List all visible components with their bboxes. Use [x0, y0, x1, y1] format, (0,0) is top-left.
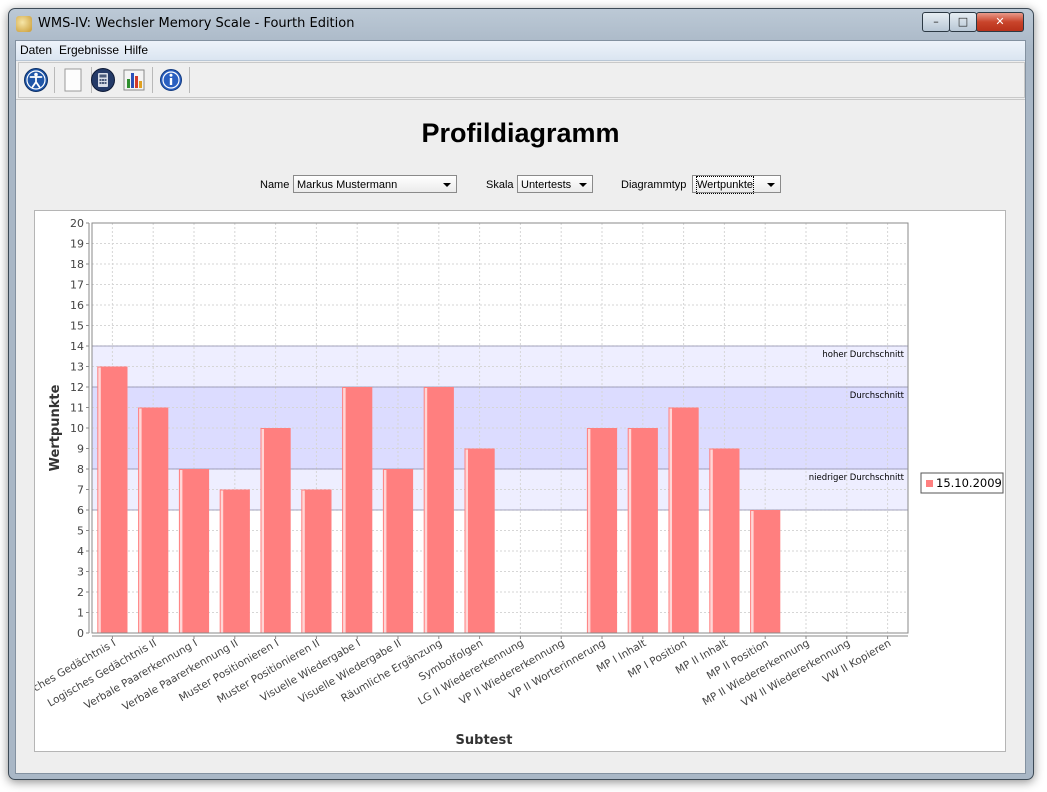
bar-highlight	[710, 449, 713, 633]
y-tick-label: 5	[77, 525, 84, 538]
profile-chart: hoher Durchschnitt Durchschnitt niedriger …	[7, 217, 1004, 748]
x-axis-title: Subtest	[456, 733, 513, 748]
band-label: niedriger Durchschnitt	[809, 473, 905, 483]
y-tick-label: 13	[70, 361, 84, 374]
bar	[627, 428, 658, 633]
legend-entry: 15.10.2009	[936, 476, 1002, 490]
chevron-down-icon	[767, 183, 775, 187]
y-tick-label: 12	[70, 381, 84, 394]
y-tick-label: 15	[70, 320, 84, 333]
bar	[668, 407, 699, 633]
menu-ergebnisse[interactable]: Ergebnisse	[59, 43, 120, 57]
bar	[219, 489, 250, 633]
name-label: Name	[260, 179, 290, 191]
bar-highlight	[669, 408, 673, 633]
toolbar-separator	[189, 67, 190, 93]
bar	[260, 428, 291, 633]
bar	[301, 489, 332, 633]
bar-highlight	[139, 408, 142, 633]
scale-value: Untertests	[521, 179, 572, 191]
chevron-down-icon	[579, 183, 587, 187]
name-value: Markus Mustermann	[297, 179, 398, 191]
y-axis-title: Wertpunkte	[48, 384, 63, 471]
bar	[138, 407, 169, 633]
chart-panel: hoher Durchschnitt Durchschnitt niedriger …	[7, 210, 1006, 752]
bar	[464, 448, 495, 633]
bar	[382, 469, 414, 633]
bar-highlight	[465, 449, 469, 633]
y-tick-label: 7	[77, 484, 84, 497]
chart-type-value: Wertpunkte	[696, 176, 755, 194]
band-label: Durchschnitt	[850, 391, 905, 401]
blank-page-icon[interactable]	[60, 67, 86, 93]
profile-panel: Profildiagramm Name Markus Mustermann Sk…	[7, 99, 1025, 774]
bar	[709, 448, 740, 633]
bar-highlight	[220, 490, 224, 633]
plot-border	[91, 222, 909, 634]
bar-highlight	[383, 470, 387, 633]
y-tick-label: 18	[70, 258, 84, 271]
y-tick-label: 0	[77, 627, 84, 640]
chevron-down-icon	[443, 183, 451, 187]
y-tick-label: 1	[77, 607, 84, 620]
bar-highlight	[98, 367, 101, 633]
app-icon[interactable]	[16, 16, 32, 32]
y-tick-label: 6	[77, 504, 84, 517]
page-title: Profildiagramm	[421, 118, 620, 148]
y-tick-label: 19	[70, 238, 84, 251]
y-tick-label: 17	[70, 279, 84, 292]
window-title: WMS-IV: Wechsler Memory Scale - Fourth E…	[38, 16, 355, 31]
scale-combobox[interactable]: Untertests	[517, 175, 593, 193]
close-button[interactable]: ✕	[976, 12, 1024, 32]
menu-daten[interactable]: Daten	[20, 43, 53, 57]
toolbar-separator	[54, 67, 55, 93]
bar	[97, 366, 128, 633]
band-label: hoher Durchschnitt	[822, 350, 904, 360]
scale-label: Skala	[486, 179, 514, 191]
bar-highlight	[302, 490, 305, 633]
calculator-icon[interactable]	[90, 67, 116, 93]
legend-box	[920, 472, 1004, 494]
bar	[342, 387, 373, 633]
bar	[178, 469, 210, 633]
toolbar-separator	[152, 67, 153, 93]
minimize-button[interactable]: –	[922, 12, 950, 32]
bar-highlight	[587, 429, 591, 633]
y-tick-label: 16	[70, 299, 84, 312]
y-tick-label: 10	[70, 422, 84, 435]
chart-type-combobox[interactable]: Wertpunkte	[692, 175, 781, 194]
bar-highlight	[179, 470, 183, 633]
y-tick-label: 20	[70, 217, 84, 230]
y-tick-label: 2	[77, 586, 84, 599]
menu-bar: Daten Ergebnisse Hilfe	[16, 41, 1025, 61]
y-tick-label: 4	[77, 545, 84, 558]
bar	[586, 428, 618, 633]
y-tick-label: 14	[70, 340, 84, 353]
menu-hilfe[interactable]: Hilfe	[124, 43, 149, 57]
y-tick-label: 11	[70, 402, 84, 415]
y-tick-label: 3	[77, 566, 84, 579]
accessibility-icon[interactable]	[23, 67, 49, 93]
bar	[423, 387, 454, 633]
info-icon[interactable]	[158, 67, 184, 93]
bar-highlight	[628, 429, 632, 633]
bar	[750, 510, 781, 633]
bar-highlight	[343, 388, 346, 633]
bar-highlight	[261, 429, 265, 633]
toolbar	[18, 62, 1025, 98]
y-tick-label: 9	[77, 443, 84, 456]
bar-chart-icon[interactable]	[121, 67, 147, 93]
y-tick-label: 8	[77, 463, 84, 476]
maximize-button[interactable]: □	[949, 12, 977, 32]
client-area: Daten Ergebnisse Hilfe	[7, 40, 1026, 774]
bar-highlight	[424, 388, 428, 633]
bar-highlight	[751, 511, 754, 633]
name-combobox[interactable]: Markus Mustermann	[293, 175, 457, 193]
chart-type-label: Diagrammtyp	[621, 179, 687, 191]
legend-swatch	[926, 480, 933, 487]
